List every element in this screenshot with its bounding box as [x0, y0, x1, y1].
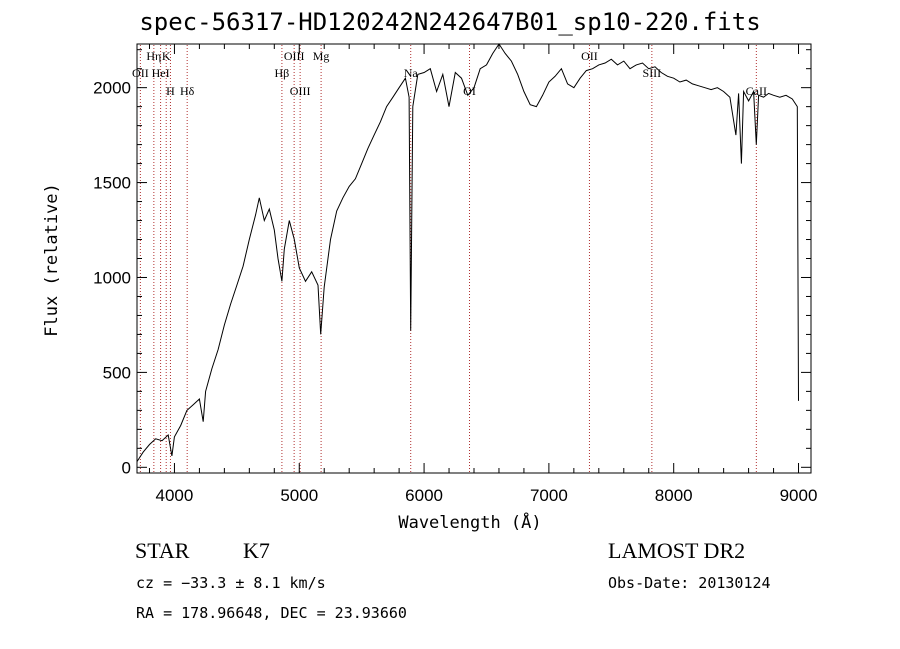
coordinates-text: RA = 178.96648, DEC = 23.93660	[136, 604, 407, 622]
y-axis-ticks: 0 500 1000 1500 2000	[93, 49, 811, 477]
y-tick-label-2: 1000	[93, 268, 131, 287]
redshift-text: cz = −33.3 ± 8.1 km/s	[136, 574, 326, 592]
line-label-13: SIII	[643, 66, 662, 80]
line-label-7: Hβ	[275, 66, 290, 80]
line-label-4: HeI	[152, 66, 170, 80]
line-label-14: CaII	[746, 84, 767, 98]
x-tick-label-4: 8000	[655, 486, 693, 505]
spectrum-line	[136, 43, 799, 462]
x-tick-label-5: 9000	[780, 486, 818, 505]
line-label-3: K	[162, 49, 171, 63]
x-axis-ticks: 4000 5000 6000 7000 8000 9000	[148, 44, 818, 505]
line-label-8: OIII	[290, 84, 311, 98]
y-tick-label-3: 1500	[93, 174, 131, 193]
y-tick-label-0: 0	[122, 458, 131, 477]
line-label-0: Hη	[146, 49, 161, 63]
line-label-10: Na	[404, 66, 419, 80]
line-label-1: OII	[132, 66, 149, 80]
object-subclass: K7	[243, 538, 270, 563]
survey-name: LAMOST DR2	[608, 538, 746, 563]
line-label-9: Mg	[313, 49, 330, 63]
spectrum-title: spec-56317-HD120242N242647B01_sp10-220.f…	[139, 8, 761, 36]
line-label-11: OI	[463, 84, 476, 98]
object-class: STAR	[135, 538, 190, 563]
line-label-6: OIII	[284, 49, 305, 63]
emission-line-markers	[139, 45, 757, 472]
x-tick-label-3: 7000	[530, 486, 568, 505]
line-label-12: OII	[581, 49, 598, 63]
y-tick-label-1: 500	[103, 363, 131, 382]
obs-date-text: Obs-Date: 20130124	[608, 574, 771, 592]
plot-frame	[136, 43, 812, 474]
x-axis-label: Wavelength (Å)	[398, 511, 541, 533]
x-tick-label-1: 5000	[280, 486, 318, 505]
line-label-2: H	[166, 84, 175, 98]
y-tick-label-4: 2000	[93, 79, 131, 98]
line-label-5: Hδ	[180, 84, 195, 98]
x-tick-label-0: 4000	[156, 486, 194, 505]
y-axis-label: Flux (relative)	[42, 183, 62, 337]
x-tick-label-2: 6000	[405, 486, 443, 505]
